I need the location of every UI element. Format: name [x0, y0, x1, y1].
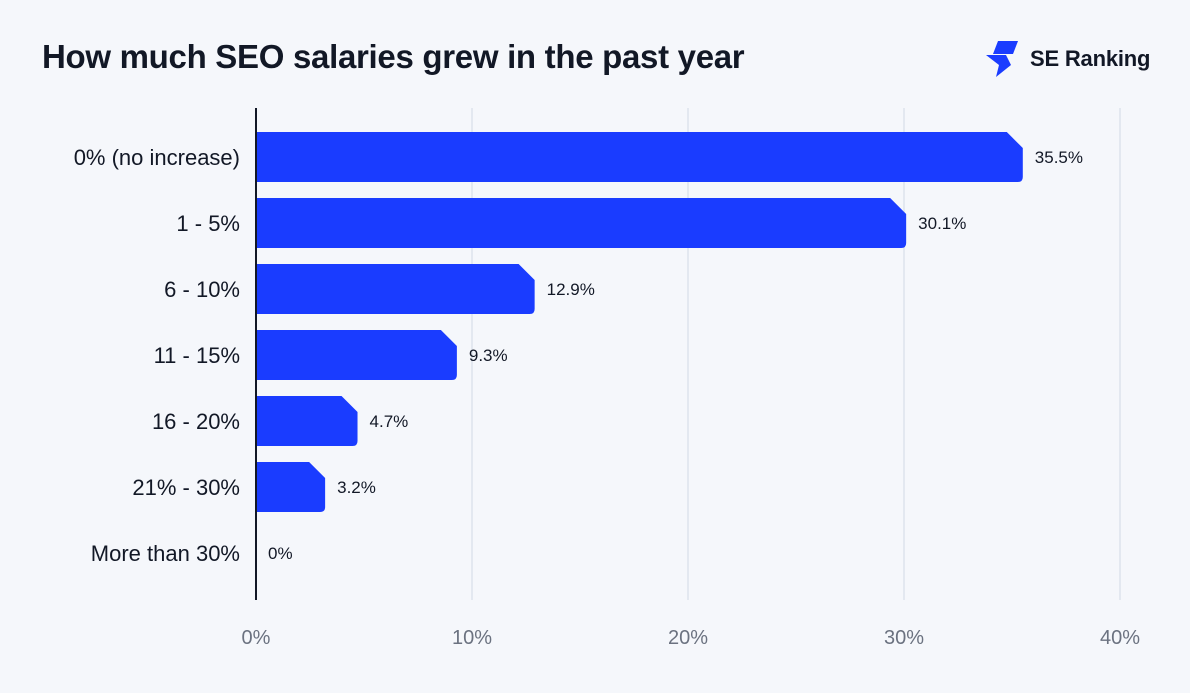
x-tick-label: 10%: [452, 627, 492, 649]
bar: [256, 132, 1023, 182]
bar: [256, 264, 535, 314]
value-label: 0%: [268, 544, 293, 563]
value-label: 9.3%: [469, 346, 508, 365]
brand-logo: SE Ranking: [984, 40, 1150, 78]
category-label: 0% (no increase): [74, 145, 240, 170]
value-label: 30.1%: [918, 214, 966, 233]
category-label: More than 30%: [91, 541, 240, 566]
bar: [256, 198, 907, 248]
bar: [256, 396, 358, 446]
category-label: 16 - 20%: [152, 409, 240, 434]
chart-title: How much SEO salaries grew in the past y…: [42, 38, 745, 75]
value-label: 4.7%: [370, 412, 409, 431]
value-label: 3.2%: [337, 478, 376, 497]
value-label: 35.5%: [1035, 148, 1083, 167]
se-ranking-logo-icon: [986, 41, 1018, 77]
bar: [256, 330, 457, 380]
category-label: 21% - 30%: [132, 475, 240, 500]
x-tick-label: 40%: [1100, 627, 1140, 649]
value-label: 12.9%: [547, 280, 595, 299]
x-tick-label: 0%: [242, 627, 271, 649]
x-tick-label: 20%: [668, 627, 708, 649]
bar: [256, 462, 326, 512]
category-label: 1 - 5%: [176, 211, 240, 236]
brand-name: SE Ranking: [1030, 46, 1151, 71]
x-tick-label: 30%: [884, 627, 924, 649]
category-label: 11 - 15%: [154, 343, 240, 368]
category-label: 6 - 10%: [164, 277, 240, 302]
